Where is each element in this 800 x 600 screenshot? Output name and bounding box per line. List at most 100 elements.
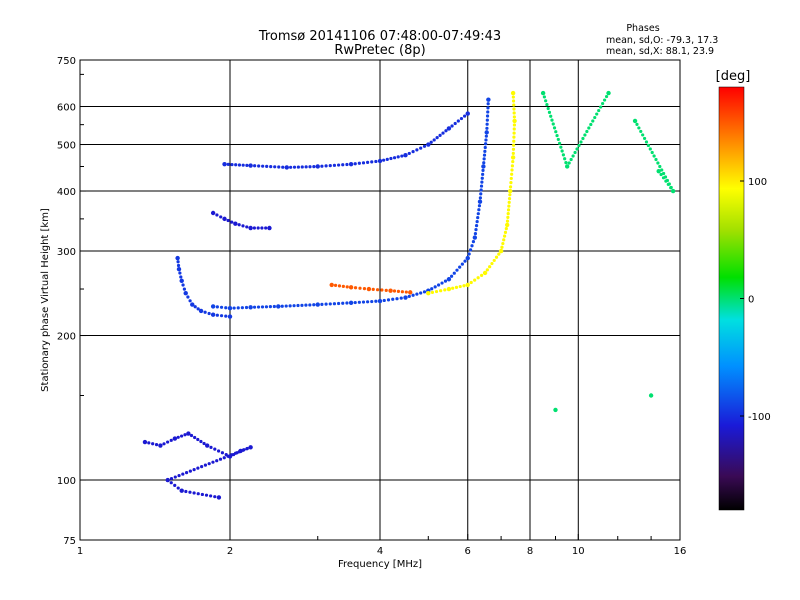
trace-point (468, 248, 473, 252)
trace-point (389, 156, 393, 161)
trace-point (300, 303, 304, 307)
trace-point (324, 302, 328, 306)
trace-point (597, 108, 601, 113)
data-point (564, 164, 570, 169)
trace-point (467, 252, 471, 256)
trace-point (479, 192, 483, 196)
data-point (656, 168, 661, 174)
trace-point (308, 165, 312, 169)
trace-point (511, 147, 516, 151)
trace-point (218, 457, 223, 461)
trace-point (244, 305, 249, 310)
trace-point (230, 162, 234, 167)
data-point (176, 266, 182, 272)
data-point (248, 163, 253, 168)
data-point (248, 445, 253, 450)
data-point (446, 126, 452, 131)
trace-point (265, 164, 269, 168)
trace-point (184, 489, 188, 494)
trace-point (555, 133, 559, 138)
trace-point (273, 165, 277, 169)
trace-point (430, 290, 435, 294)
trace-point (477, 208, 481, 212)
trace-point (507, 204, 511, 208)
trace-point (215, 313, 219, 317)
data-point (165, 477, 170, 483)
trace-point (188, 490, 192, 494)
trace-point (375, 288, 380, 292)
trace-point (200, 492, 204, 497)
trace-point (444, 129, 448, 133)
trace-point (407, 151, 411, 156)
trace-point (506, 212, 510, 216)
trace-point (392, 156, 397, 160)
trace-point (556, 137, 560, 142)
trace-point (183, 433, 187, 437)
trace-point (508, 193, 512, 197)
trace-point (180, 434, 184, 438)
trace-point (456, 119, 460, 123)
y-tick-label: 400 (57, 187, 76, 198)
colorbar-tick-label: 100 (748, 177, 767, 188)
data-point (233, 221, 238, 226)
x-tick-label: 16 (674, 546, 687, 557)
trace-point (564, 161, 568, 165)
trace-point (268, 305, 272, 309)
data-point (498, 248, 504, 254)
y-axis-label: Stationary phase Virtual Height [km] (40, 208, 51, 392)
trace-point (176, 260, 180, 264)
trace-point (501, 241, 505, 246)
trace-point (177, 473, 181, 478)
trace-point (188, 469, 192, 473)
trace-point (219, 305, 224, 309)
trace-point (292, 165, 297, 169)
trace-point (237, 450, 241, 454)
y-axis-ticks: 75 100 200 300 400 500 600 750 (57, 56, 86, 547)
data-point (175, 255, 180, 261)
trace-point (563, 157, 567, 161)
x-tick-label: 2 (227, 546, 233, 557)
trace-point (508, 185, 513, 189)
data-point (186, 431, 191, 436)
data-point (284, 165, 289, 170)
trace-point (547, 110, 552, 114)
data-point (198, 308, 204, 314)
trace-point (463, 114, 467, 118)
trace-point (484, 138, 488, 142)
colorbar (718, 86, 745, 511)
trace-point (202, 441, 206, 446)
chart-subtitle: RwPretec (8p) (334, 43, 425, 58)
trace-point (667, 182, 671, 186)
trace-point (400, 154, 404, 158)
data-point (426, 291, 431, 296)
trace-point (392, 289, 397, 293)
trace-point (213, 495, 217, 499)
trace-point (509, 181, 513, 185)
trace-point (476, 276, 480, 280)
data-point (465, 255, 470, 261)
grid-lines (80, 60, 680, 540)
trace-point (353, 162, 357, 166)
trace-point (658, 164, 662, 169)
trace-point (650, 150, 654, 155)
data-point (216, 495, 222, 500)
trace-point (478, 196, 482, 200)
trace-point (510, 168, 514, 172)
trace-point (226, 454, 230, 458)
trace-point (324, 164, 328, 168)
trace-point (374, 159, 378, 164)
trace-point (391, 297, 395, 301)
trace-point (162, 442, 166, 446)
trace-point (509, 176, 513, 181)
trace-point (439, 289, 443, 293)
trace-point (480, 273, 484, 277)
trace-point (154, 443, 159, 447)
trace-point (474, 224, 479, 228)
trace-point (296, 303, 300, 308)
trace-point (482, 157, 486, 161)
trace-point (396, 289, 401, 293)
trace-point (215, 305, 219, 309)
trace-point (236, 306, 240, 310)
data-point (267, 225, 272, 231)
trace-point (567, 161, 571, 165)
